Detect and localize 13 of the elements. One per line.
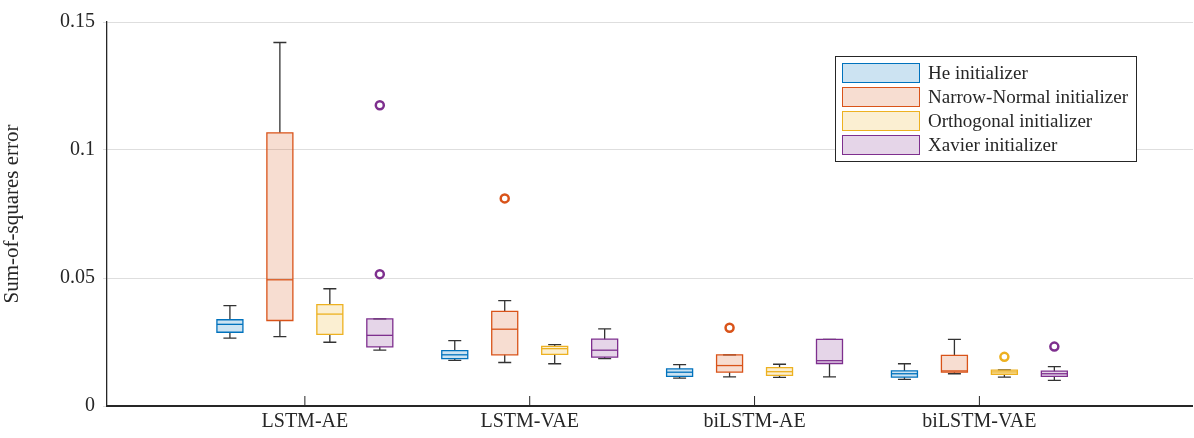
legend-label: Xavier initializer xyxy=(928,134,1058,156)
x-tick-label: biLSTM-AE xyxy=(703,409,806,432)
y-axis-title: Sum-of-squares error xyxy=(0,124,24,304)
y-tick-label: 0.1 xyxy=(70,137,95,160)
y-tick-label: 0 xyxy=(85,393,95,416)
y-tick-label: 0.05 xyxy=(60,265,95,288)
x-tick-label: LSTM-VAE xyxy=(480,409,579,432)
legend-label: Narrow-Normal initializer xyxy=(928,86,1128,108)
x-tick-label: LSTM-AE xyxy=(261,409,349,432)
legend-label: Orthogonal initializer xyxy=(928,110,1093,132)
y-tick-label: 0.15 xyxy=(60,9,95,32)
x-tick-label: biLSTM-VAE xyxy=(922,409,1037,432)
legend-label: He initializer xyxy=(928,62,1028,84)
